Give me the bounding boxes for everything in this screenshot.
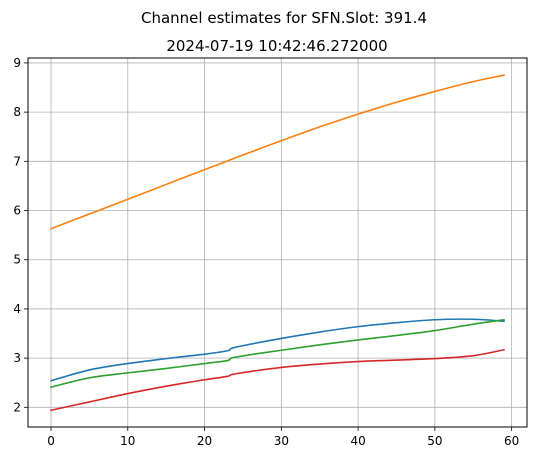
series-line-4	[50, 348, 505, 412]
y-axis-ticks: 2 3 4 5 6 7 8 9	[13, 56, 28, 414]
y-tick-label: 8	[13, 105, 21, 119]
y-tick-label: 5	[13, 253, 21, 267]
x-tick-label: 10	[120, 434, 135, 448]
series-lines	[49, 74, 505, 412]
y-tick-label: 6	[13, 204, 21, 218]
x-tick-label: 30	[274, 434, 289, 448]
y-tick-label: 3	[13, 351, 21, 365]
x-axis-ticks: 0 10 20 30 40 50 60	[47, 427, 519, 448]
grid	[28, 58, 527, 427]
x-tick-label: 20	[197, 434, 212, 448]
series-line-2	[49, 74, 505, 230]
y-tick-label: 2	[13, 400, 21, 414]
chart-suptitle: Channel estimates for SFN.Slot: 391.4	[141, 9, 427, 27]
series-line-3	[50, 318, 505, 389]
y-tick-label: 4	[13, 302, 21, 316]
x-tick-label: 50	[427, 434, 442, 448]
y-tick-label: 7	[13, 154, 21, 168]
chart-title: 2024-07-19 10:42:46.272000	[166, 37, 387, 55]
series-line-1	[50, 318, 505, 382]
x-tick-label: 0	[47, 434, 55, 448]
y-tick-label: 9	[13, 56, 21, 70]
x-tick-label: 60	[504, 434, 519, 448]
plot-frame	[27, 57, 528, 428]
x-tick-label: 40	[350, 434, 365, 448]
